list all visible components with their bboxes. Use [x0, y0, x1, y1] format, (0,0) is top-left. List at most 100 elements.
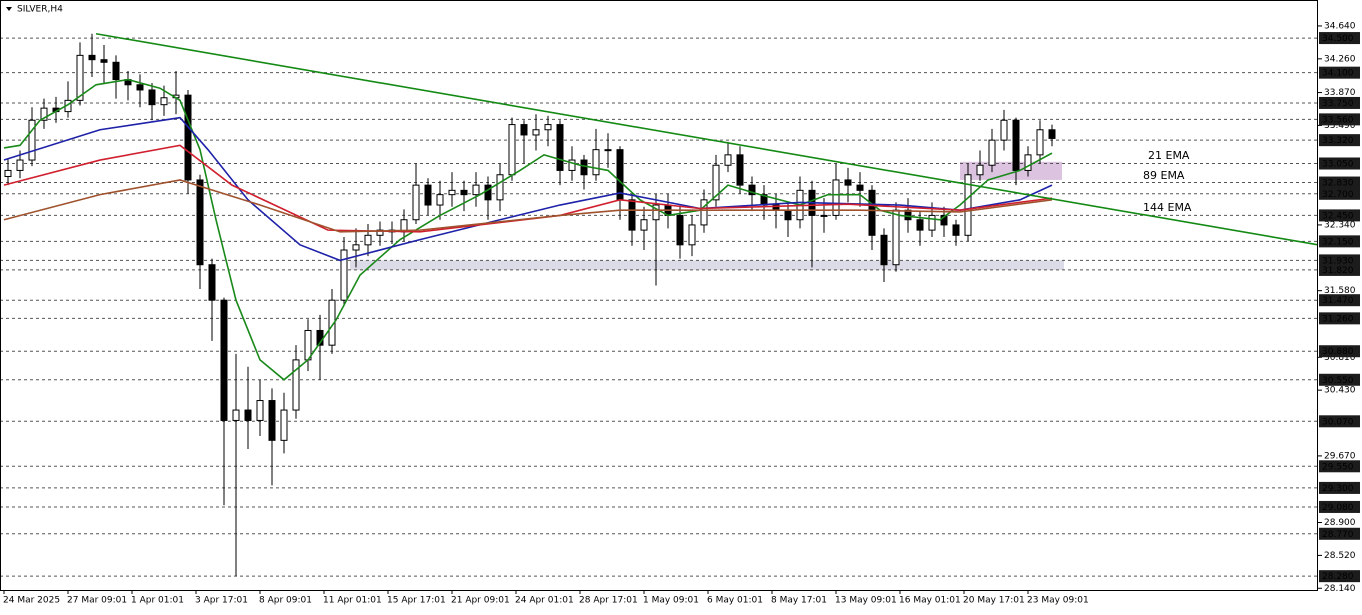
- y-tick-label: 31.580: [1324, 286, 1356, 296]
- candle-body: [436, 194, 444, 206]
- symbol-title: SILVER,H4: [17, 5, 63, 15]
- candle-body: [100, 59, 108, 63]
- candle-body: [964, 174, 972, 236]
- x-tick-label: 1 May 09:01: [643, 596, 699, 606]
- y-tick-label: 32.340: [1324, 220, 1356, 230]
- candle-body: [940, 214, 948, 226]
- candle-body: [568, 159, 576, 171]
- level-box: [1319, 415, 1360, 428]
- level-box: [1319, 113, 1360, 126]
- level-box: [1319, 345, 1360, 358]
- candle-body: [520, 124, 528, 136]
- candle-body: [460, 189, 468, 196]
- level-box: [1319, 500, 1360, 513]
- level-box: [1319, 134, 1360, 147]
- y-tick-label: 30.810: [1324, 353, 1356, 363]
- candle-body: [724, 154, 732, 166]
- candle-body: [196, 179, 204, 266]
- level-label: 30.880: [1322, 347, 1354, 357]
- y-tick-label: 28.900: [1324, 518, 1356, 528]
- level-box: [1319, 481, 1360, 494]
- candle-body: [496, 174, 504, 201]
- level-label: 32.830: [1322, 179, 1354, 189]
- candle-body: [1048, 129, 1056, 139]
- level-label: 28.280: [1322, 572, 1354, 582]
- ema-line: [3, 179, 1053, 233]
- candle-body: [1036, 129, 1044, 156]
- menu-arrow[interactable]: [6, 7, 12, 11]
- plot-border: [0, 0, 1318, 591]
- candle-body: [736, 154, 744, 186]
- candle-body: [424, 184, 432, 206]
- level-label: 32.700: [1322, 190, 1354, 200]
- y-tick-label: 28.520: [1324, 551, 1356, 561]
- candles: [4, 33, 1056, 577]
- x-tick-label: 11 Apr 01:01: [323, 596, 382, 606]
- candle-body: [376, 229, 384, 236]
- candle-body: [220, 299, 228, 421]
- level-label: 34.100: [1322, 69, 1354, 79]
- candle-body: [592, 149, 600, 176]
- x-tick-label: 27 Mar 09:01: [67, 596, 127, 606]
- level-label: 32.150: [1322, 237, 1354, 247]
- level-label: 29.300: [1322, 484, 1354, 494]
- y-tick-label: 34.640: [1324, 21, 1356, 31]
- candle-body: [784, 209, 792, 221]
- ema-line: [3, 144, 1053, 233]
- x-tick-label: 1 Apr 01:01: [131, 596, 184, 606]
- candle-body: [868, 189, 876, 236]
- candle-body: [340, 249, 348, 301]
- candle-body: [112, 61, 120, 81]
- level-label: 29.080: [1322, 503, 1354, 513]
- candle-body: [712, 164, 720, 201]
- candle-body: [544, 124, 552, 131]
- level-label: 30.550: [1322, 376, 1354, 386]
- candle-body: [244, 409, 252, 421]
- trendline: [95, 32, 1319, 246]
- candle-body: [484, 184, 492, 201]
- zone: [960, 161, 1062, 180]
- candle-body: [916, 219, 924, 231]
- y-tick-label: 30.430: [1324, 386, 1356, 396]
- y-tick-label: 29.670: [1324, 451, 1356, 461]
- candle-body: [136, 84, 144, 91]
- x-tick-label: 6 May 01:01: [707, 596, 763, 606]
- candle-body: [892, 209, 900, 266]
- x-tick-label: 15 Apr 17:01: [387, 596, 446, 606]
- level-label: 32.450: [1322, 211, 1354, 221]
- level-label: 31.470: [1322, 296, 1354, 306]
- candle-body: [352, 244, 360, 251]
- candle-body: [928, 214, 936, 231]
- candle-body: [1012, 119, 1020, 171]
- level-label: 33.050: [1322, 160, 1354, 170]
- candle-body: [640, 219, 648, 231]
- candle-body: [700, 199, 708, 226]
- candle-body: [904, 209, 912, 221]
- level-label: 31.930: [1322, 256, 1354, 266]
- candle-body: [748, 184, 756, 196]
- ema-line: [3, 78, 1053, 381]
- candle-body: [184, 94, 192, 181]
- zone: [350, 260, 1064, 270]
- candle-body: [4, 169, 12, 177]
- candle-body: [472, 184, 480, 196]
- x-tick-label: 24 Mar 2025: [3, 596, 60, 606]
- candle-body: [628, 199, 636, 231]
- ema-label: 89 EMA: [1143, 169, 1185, 182]
- level-box: [1319, 373, 1360, 386]
- x-tick-label: 24 Apr 01:01: [515, 596, 574, 606]
- candle-body: [844, 179, 852, 186]
- level-box: [1319, 187, 1360, 200]
- level-label: 30.070: [1322, 417, 1354, 427]
- x-tick-label: 8 May 17:01: [771, 596, 827, 606]
- level-label: 34.500: [1322, 34, 1354, 44]
- ema-label: 144 EMA: [1143, 201, 1192, 214]
- y-tick-label: 33.870: [1324, 88, 1356, 98]
- level-box: [1319, 209, 1360, 222]
- candle-body: [364, 234, 372, 246]
- level-box: [1319, 312, 1360, 325]
- candle-body: [580, 159, 588, 176]
- ema-line: [3, 116, 1053, 262]
